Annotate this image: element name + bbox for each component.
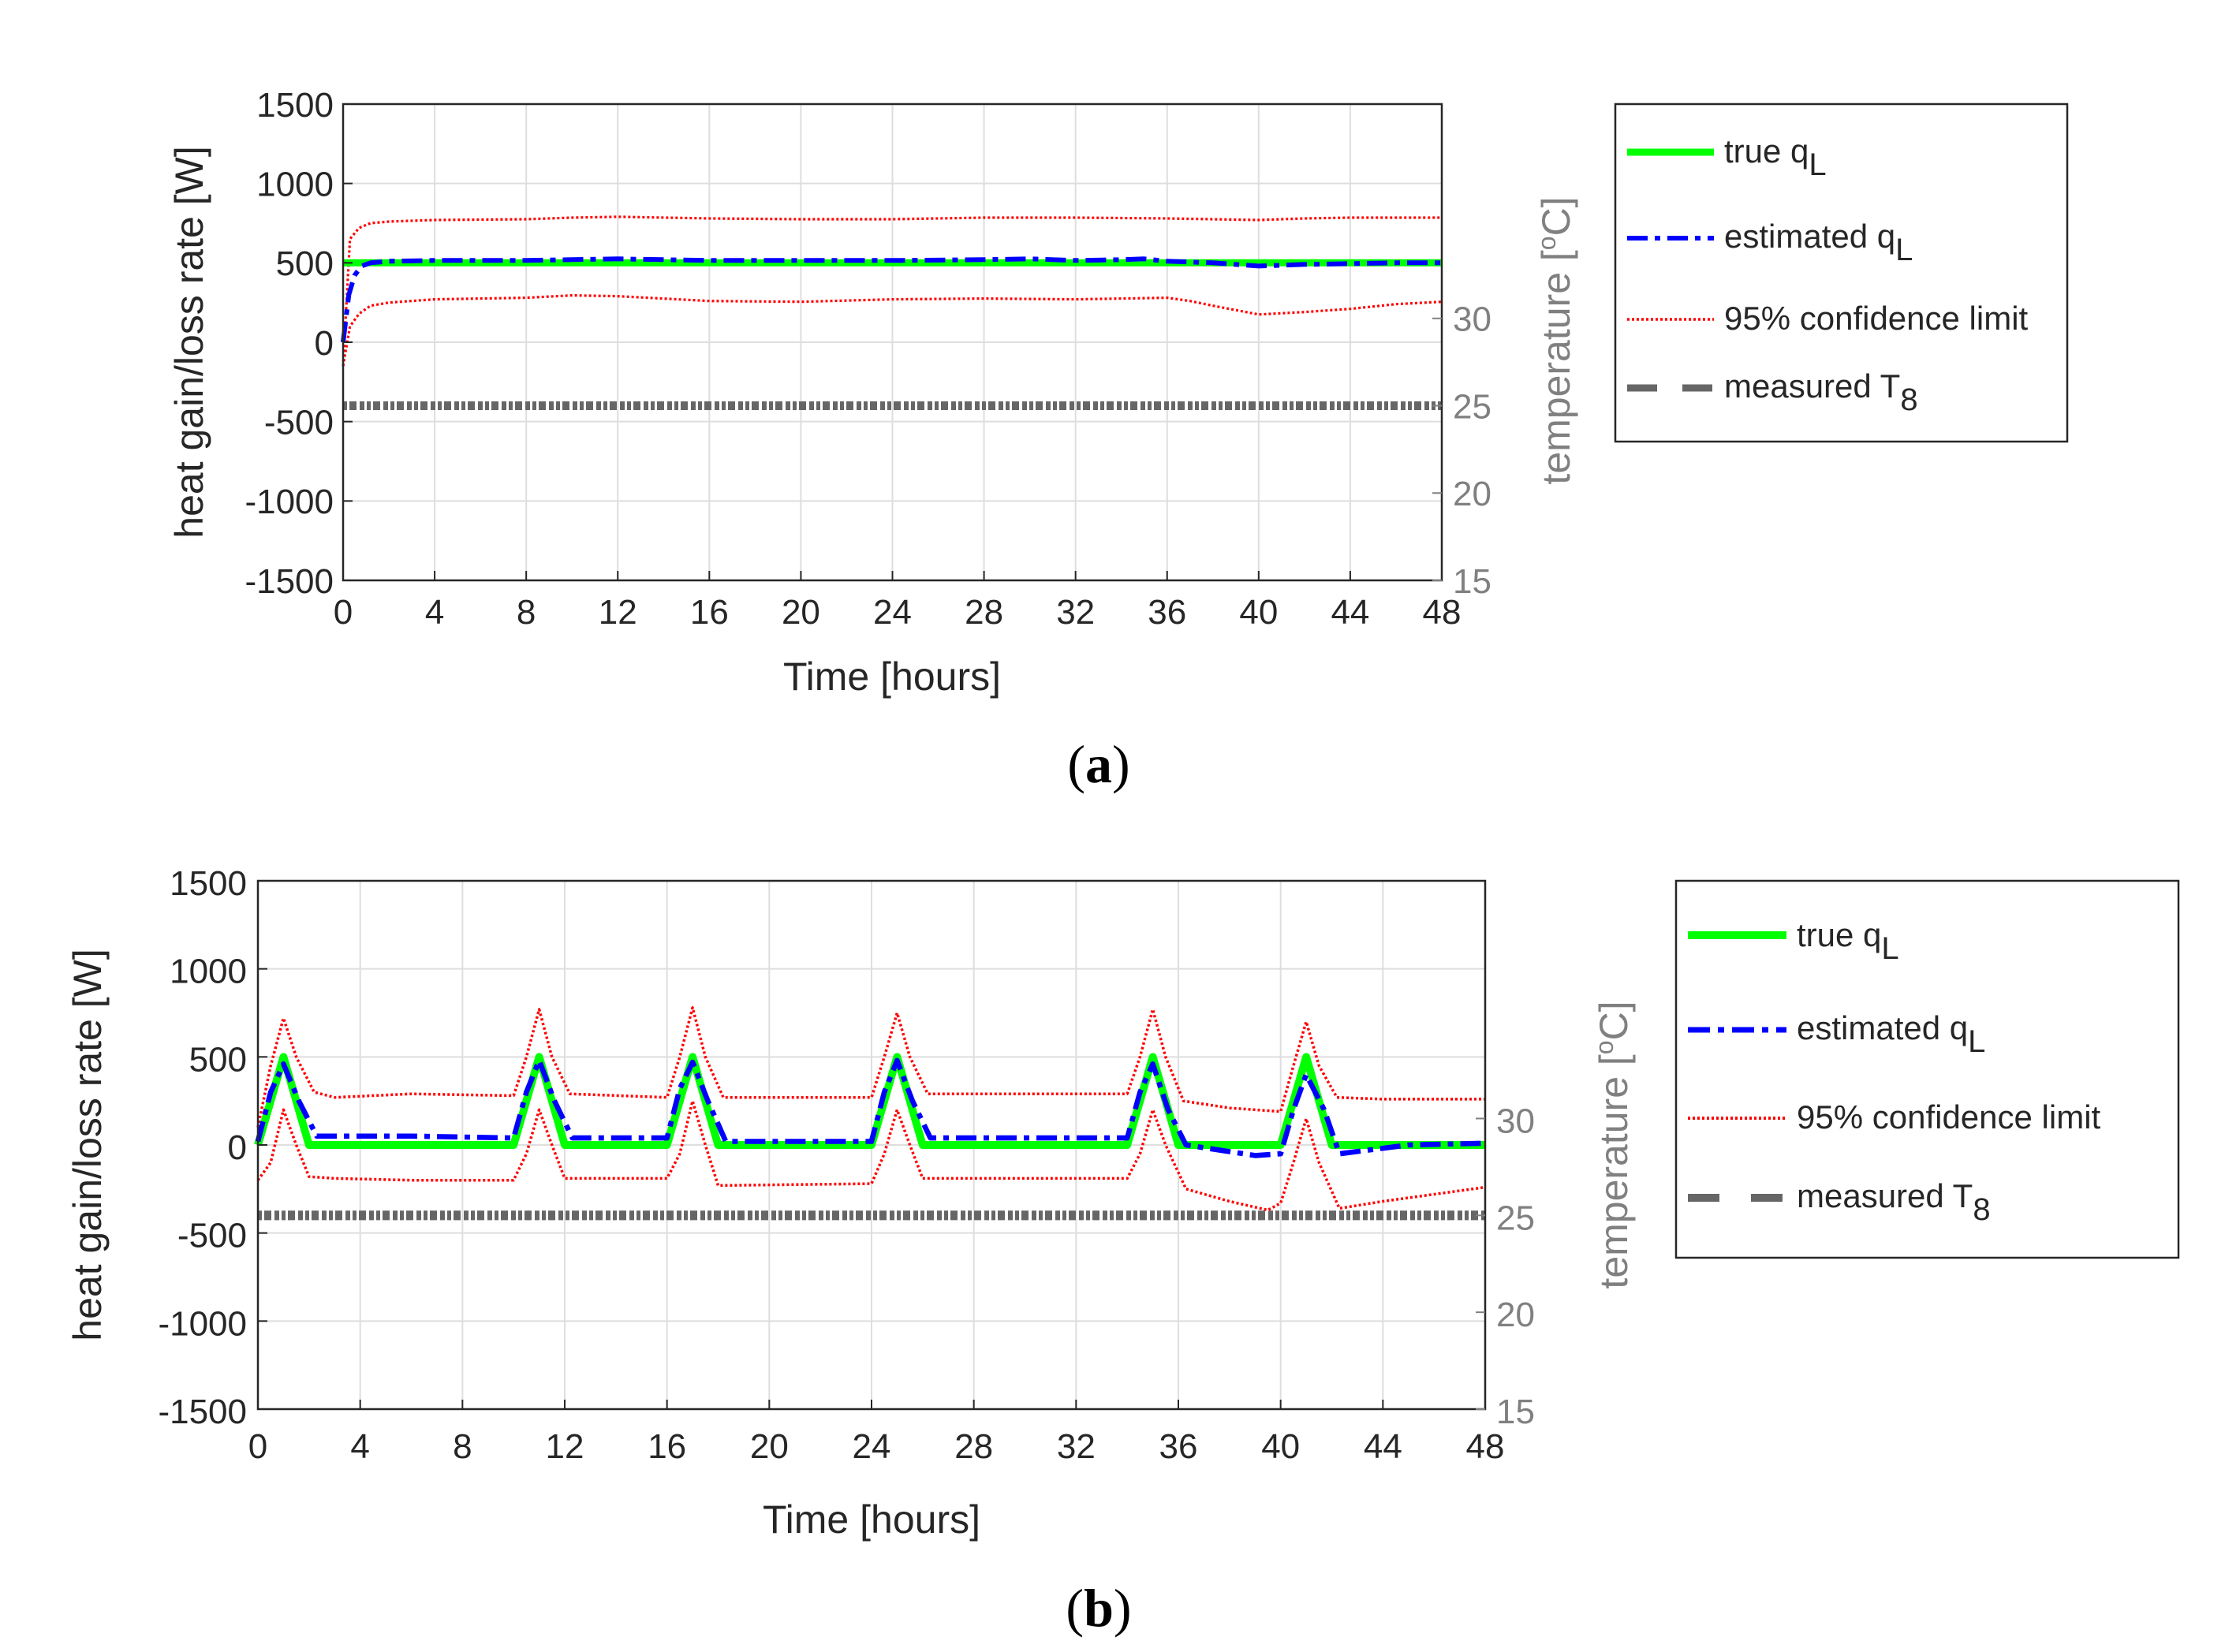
- legend: true qL estimated qL 95% confidence limi…: [1614, 103, 2069, 443]
- x-tick-label: 28: [965, 593, 1003, 632]
- x-tick-label: 4: [350, 1427, 369, 1466]
- x-tick-label: 32: [1056, 593, 1095, 632]
- legend-label-true: true qL: [1724, 132, 1827, 182]
- right-y-tick-label: 20: [1496, 1296, 1535, 1334]
- legend-label-estimated: estimated qL: [1797, 1009, 1985, 1059]
- y-axis-label: heat gain/loss rate [W]: [65, 949, 110, 1341]
- x-tick-label: 24: [853, 1427, 891, 1466]
- x-tick-label: 16: [690, 593, 729, 632]
- right-y-tick-label: 20: [1453, 475, 1491, 513]
- x-tick-labels: 0 4 8 12 16 20 24 28 32 36 40 44 48: [248, 1400, 1505, 1466]
- right-y-tick-label: 25: [1496, 1199, 1535, 1237]
- x-tick-label: 40: [1261, 1427, 1300, 1466]
- y-tick-label: 1500: [170, 864, 247, 903]
- series-confidence-lower: [256, 1099, 1486, 1212]
- x-tick-label: 28: [954, 1427, 993, 1466]
- y-tick-label: 500: [189, 1040, 247, 1079]
- panel-a: 0 4 8 12 16 20 24 28 32 36 40 44 48 -1500-1000-50005…: [167, 86, 2069, 794]
- legend-label-confidence: 95% confidence limit: [1724, 300, 2029, 337]
- y-tick-label: 1000: [170, 953, 247, 991]
- x-tick-label: 24: [873, 593, 912, 632]
- x-tick-label: 48: [1466, 1427, 1505, 1466]
- right-y-tick-label: 30: [1496, 1102, 1535, 1140]
- x-tick-label: 4: [425, 593, 444, 632]
- right-y-tick-labels: 15 20 25 30: [1476, 1102, 1535, 1431]
- y-tick-label: -1000: [245, 483, 334, 521]
- x-tick-label: 8: [517, 593, 536, 632]
- legend-label-measured: measured T8: [1797, 1177, 1991, 1227]
- legend-label-confidence: 95% confidence limit: [1797, 1098, 2101, 1136]
- y-tick-label: 1500: [256, 86, 334, 125]
- x-tick-labels: 0 4 8 12 16 20 24 28 32 36 40 44 48: [334, 571, 1462, 632]
- right-y-tick-label: 30: [1453, 300, 1491, 339]
- x-tick-label: 20: [750, 1427, 789, 1466]
- x-tick-label: 48: [1423, 593, 1462, 632]
- y-tick-label: 500: [276, 244, 334, 283]
- right-y-tick-labels: 15 20 25 30: [1432, 300, 1491, 601]
- panel-caption-b: (b): [1066, 1578, 1131, 1638]
- x-tick-label: 44: [1364, 1427, 1402, 1466]
- legend-label-true: true qL: [1797, 916, 1899, 966]
- series-true-ql: [254, 1053, 1485, 1149]
- y-tick-label: 0: [315, 324, 334, 363]
- right-y-tick-label: 25: [1453, 387, 1491, 426]
- x-tick-label: 8: [453, 1427, 472, 1466]
- right-y-axis-label: temperature [oC]: [1590, 1001, 1636, 1288]
- x-axis-label: Time [hours]: [783, 654, 1001, 699]
- series-confidence-lower: [342, 294, 1443, 367]
- series-group: [341, 215, 1443, 410]
- right-y-axis-label: temperature [oC]: [1532, 196, 1578, 484]
- series-group: [254, 1006, 1486, 1221]
- y-tick-label: -500: [177, 1217, 247, 1255]
- y-tick-label: -1000: [158, 1304, 247, 1343]
- y-tick-label: 1000: [256, 166, 334, 204]
- panel-caption-a: (a): [1067, 734, 1129, 794]
- x-axis-label: Time [hours]: [763, 1497, 980, 1542]
- series-estimated-ql: [341, 256, 1442, 343]
- series-estimated-ql: [255, 1057, 1486, 1158]
- y-tick-labels: -1500 -1000 -500 0 500 1000 1500: [245, 86, 353, 601]
- x-tick-label: 0: [334, 593, 353, 632]
- panel-b: 0 4 8 12 16 20 24 28 32 36 40 44 48 -1500-1000-50005…: [65, 864, 2180, 1638]
- x-tick-label: 36: [1159, 1427, 1198, 1466]
- x-tick-label: 36: [1148, 593, 1186, 632]
- right-y-tick-label: 15: [1453, 562, 1491, 601]
- x-tick-label: 12: [546, 1427, 584, 1466]
- x-tick-label: 40: [1239, 593, 1278, 632]
- y-tick-label: 0: [228, 1128, 247, 1167]
- y-tick-label: -500: [264, 404, 334, 442]
- x-tick-label: 32: [1057, 1427, 1096, 1466]
- x-tick-label: 20: [782, 593, 820, 632]
- series-confidence-upper: [256, 1006, 1485, 1128]
- legend: true qL estimated qL 95% confidence limi…: [1674, 879, 2180, 1259]
- x-tick-label: 44: [1331, 593, 1369, 632]
- y-tick-label: -1500: [158, 1393, 247, 1431]
- legend-label-estimated: estimated qL: [1724, 218, 1913, 267]
- x-tick-label: 0: [248, 1427, 267, 1466]
- y-tick-label: -1500: [245, 562, 334, 601]
- x-tick-label: 12: [599, 593, 637, 632]
- legend-label-measured: measured T8: [1724, 367, 1918, 417]
- x-tick-label: 16: [648, 1427, 686, 1466]
- right-y-tick-label: 15: [1496, 1393, 1535, 1431]
- y-axis-label: heat gain/loss rate [W]: [167, 146, 211, 538]
- y-tick-labels: -1500 -1000 -500 0 500 1000 1500: [158, 864, 267, 1431]
